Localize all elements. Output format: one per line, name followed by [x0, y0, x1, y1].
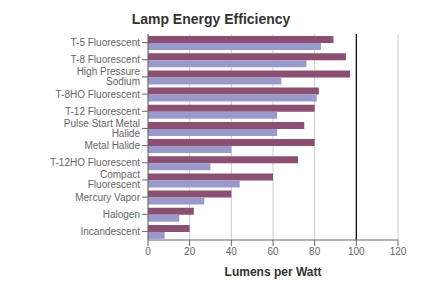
svg-text:High PressureSodium: High PressureSodium — [77, 66, 141, 87]
svg-text:20: 20 — [184, 246, 196, 257]
svg-text:80: 80 — [309, 246, 321, 257]
svg-text:Pulse Start MetalHalide: Pulse Start MetalHalide — [64, 118, 141, 139]
svg-text:Halogen: Halogen — [103, 209, 140, 220]
svg-text:Lumens per Watt: Lumens per Watt — [225, 265, 322, 279]
svg-text:Mercury Vapor: Mercury Vapor — [75, 192, 141, 203]
svg-text:Metal Halide: Metal Halide — [84, 140, 140, 151]
svg-text:40: 40 — [226, 246, 238, 257]
svg-text:T-8HO Fluorescent: T-8HO Fluorescent — [56, 89, 141, 100]
svg-text:T-8 Fluorescent: T-8 Fluorescent — [71, 54, 141, 65]
svg-text:0: 0 — [145, 246, 151, 257]
svg-text:100: 100 — [348, 246, 365, 257]
html-text:Lamp Energy Efficiency: Lamp Energy Efficiency — [131, 11, 291, 27]
svg-text:Incandescent: Incandescent — [81, 226, 141, 237]
svg-text:T-5 Fluorescent: T-5 Fluorescent — [71, 37, 141, 48]
svg-text:T-12 Fluorescent: T-12 Fluorescent — [65, 106, 140, 117]
svg-text:CompactFluorescent: CompactFluorescent — [88, 169, 140, 190]
svg-text:60: 60 — [267, 246, 279, 257]
svg-text:120: 120 — [390, 246, 407, 257]
svg-text:T-12HO Fluorescent: T-12HO Fluorescent — [50, 157, 140, 168]
